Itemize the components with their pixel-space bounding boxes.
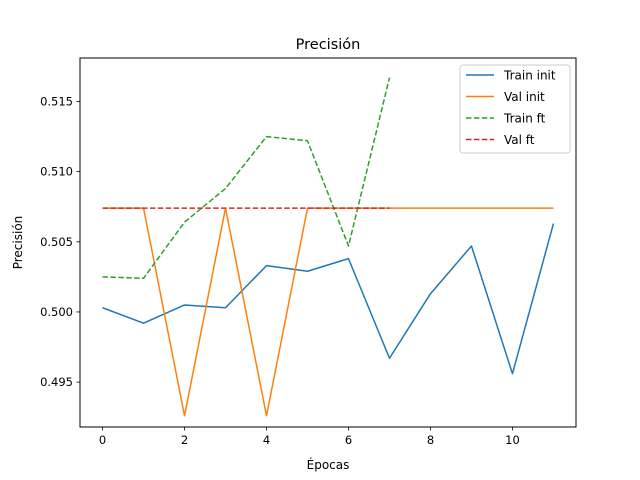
x-axis-label: Épocas xyxy=(307,457,350,472)
x-tick-label: 6 xyxy=(345,433,352,447)
x-tick-label: 2 xyxy=(181,433,188,447)
y-tick-label: 0.495 xyxy=(40,375,73,389)
series-line-train-ft xyxy=(102,77,391,280)
y-axis-label: Precisión xyxy=(11,216,25,270)
x-tick-label: 10 xyxy=(505,433,520,447)
x-tick-label: 0 xyxy=(99,433,106,447)
legend: Train init Val init Train ft Val ft xyxy=(459,64,571,154)
legend-label-val-init: Val init xyxy=(504,90,545,104)
plot-lines xyxy=(102,77,555,417)
x-tick-label: 4 xyxy=(263,433,270,447)
plot-frame xyxy=(79,57,577,428)
chart-title: Precisión xyxy=(296,37,361,53)
x-tick-label: 8 xyxy=(427,433,434,447)
y-tick-label: 0.510 xyxy=(40,165,73,179)
y-tick-label: 0.515 xyxy=(40,94,73,108)
legend-box xyxy=(459,64,571,154)
legend-label-train-ft: Train ft xyxy=(503,112,546,126)
legend-label-val-ft: Val ft xyxy=(504,133,535,147)
x-axis: 0 2 4 6 8 10 xyxy=(99,427,520,447)
y-tick-label: 0.505 xyxy=(40,235,73,249)
series-line-train-init xyxy=(102,223,555,375)
legend-label-train-init: Train init xyxy=(503,69,556,83)
y-axis: 0.495 0.500 0.505 0.510 0.515 xyxy=(40,94,80,389)
y-tick-label: 0.500 xyxy=(40,305,73,319)
